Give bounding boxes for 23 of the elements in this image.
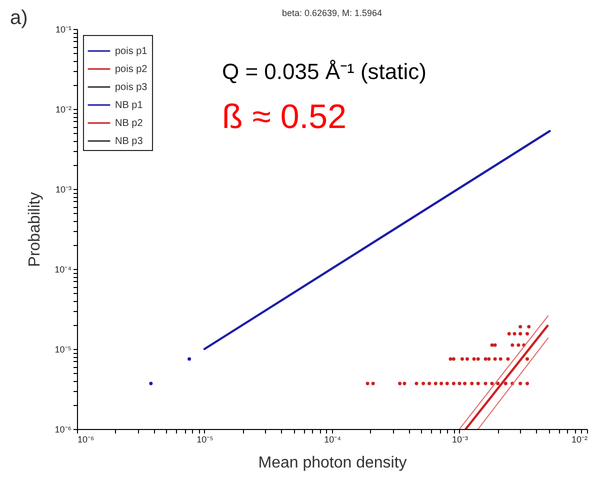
y-tick-label: 10⁻⁵ xyxy=(54,344,72,354)
legend-label: NB p1 xyxy=(115,100,144,111)
y-axis-title: Probability xyxy=(26,192,44,267)
y-tick-label: 10⁻² xyxy=(55,104,72,114)
legend-label: pois p1 xyxy=(115,46,148,57)
y-tick-label: 10⁻⁶ xyxy=(54,424,72,434)
x-tick-label: 10⁻⁴ xyxy=(324,434,342,444)
x-tick-label: 10⁻⁵ xyxy=(196,434,214,444)
y-tick-label: 10⁻⁴ xyxy=(54,264,72,274)
text: a) xyxy=(10,7,28,29)
legend-label: pois p2 xyxy=(115,64,148,75)
x-axis-title: Mean photon density xyxy=(258,454,407,472)
legend-label: NB p3 xyxy=(115,136,144,147)
annotation: ß ≈ 0.52 xyxy=(222,98,346,136)
chart-title: beta: 0.62639, M: 1.5964 xyxy=(282,8,382,18)
x-tick-label: 10⁻³ xyxy=(452,434,468,444)
annotation: Q = 0.035 Å⁻¹ (static) xyxy=(222,59,426,84)
legend-label: pois p3 xyxy=(115,82,148,93)
legend-label: NB p2 xyxy=(115,118,144,129)
x-tick-label: 10⁻⁶ xyxy=(78,434,95,444)
y-tick-label: 10⁻³ xyxy=(55,184,72,194)
y-tick-label: 10⁻¹ xyxy=(55,24,72,34)
x-tick-label: 10⁻² xyxy=(571,434,588,444)
